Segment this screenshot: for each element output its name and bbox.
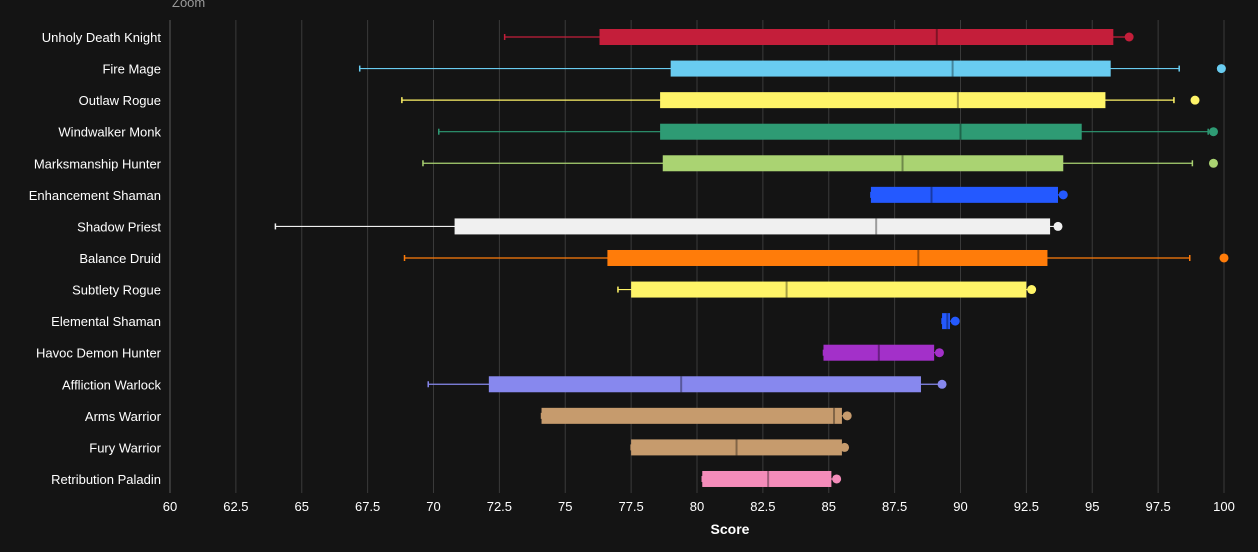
x-tick-label: 87.5 <box>882 499 907 514</box>
box-elemental-shaman <box>941 313 960 330</box>
outlier-point <box>1027 285 1037 295</box>
box-unholy-death-knight <box>503 29 1134 45</box>
outlier-point <box>1124 32 1134 42</box>
outlier-point <box>842 411 852 421</box>
category-label: Retribution Paladin <box>51 472 161 487</box>
iqr-box <box>870 186 1058 203</box>
iqr-box <box>488 376 921 393</box>
category-label: Subtlety Rogue <box>72 283 161 298</box>
outlier-point <box>937 379 947 389</box>
outlier-point <box>1216 64 1226 74</box>
x-tick-label: 97.5 <box>1145 499 1170 514</box>
box-balance-druid <box>403 249 1229 266</box>
x-tick-label: 70 <box>426 499 440 514</box>
x-axis-title: Score <box>711 521 750 537</box>
box-subtlety-rogue <box>617 281 1037 298</box>
iqr-box <box>660 123 1082 140</box>
category-label: Affliction Warlock <box>62 377 161 392</box>
box-fire-mage <box>358 60 1226 77</box>
category-label: Shadow Priest <box>77 219 161 234</box>
outlier-point <box>1190 95 1200 105</box>
category-label: Arms Warrior <box>85 409 162 424</box>
x-tick-label: 77.5 <box>618 499 643 514</box>
x-tick-label: 90 <box>953 499 967 514</box>
category-label: Fury Warrior <box>89 440 161 455</box>
outlier-point <box>950 316 960 326</box>
iqr-box <box>662 155 1064 172</box>
x-tick-label: 80 <box>690 499 704 514</box>
box-enhancement-shaman <box>870 186 1068 203</box>
box-series <box>274 29 1229 487</box>
x-tick-label: 67.5 <box>355 499 380 514</box>
x-tick-label: 60 <box>163 499 177 514</box>
x-tick-label: 65 <box>295 499 309 514</box>
outlier-point <box>934 348 944 358</box>
box-havoc-demon-hunter <box>822 344 944 361</box>
x-tick-label: 100 <box>1213 499 1235 514</box>
category-label: Elemental Shaman <box>51 314 161 329</box>
x-tick-label: 82.5 <box>750 499 775 514</box>
iqr-box <box>823 344 935 361</box>
x-tick-label: 85 <box>822 499 836 514</box>
iqr-box <box>599 29 1114 45</box>
x-tick-label: 72.5 <box>487 499 512 514</box>
outlier-point <box>1058 190 1068 200</box>
category-label: Fire Mage <box>102 62 161 77</box>
box-outlaw-rogue <box>401 92 1200 109</box>
box-shadow-priest <box>274 218 1063 235</box>
x-axis-ticks: 60 62.5 65 67.5 70 72.5 75 77.5 80 82.5 85 87.5 90 92… <box>163 499 1235 514</box>
iqr-box <box>660 92 1106 109</box>
outlier-point <box>832 474 842 484</box>
category-label: Outlaw Rogue <box>79 93 161 108</box>
iqr-box <box>702 470 832 487</box>
box-retribution-paladin <box>701 470 842 487</box>
box-marksmanship-hunter <box>422 155 1218 172</box>
box-arms-warrior <box>540 407 852 424</box>
category-label: Unholy Death Knight <box>42 30 162 45</box>
iqr-box <box>541 407 842 424</box>
box-affliction-warlock <box>427 376 947 393</box>
category-label: Marksmanship Hunter <box>34 156 162 171</box>
zoom-label[interactable]: Zoom <box>172 0 206 10</box>
outlier-point <box>1208 127 1218 137</box>
x-tick-label: 62.5 <box>223 499 248 514</box>
iqr-box <box>942 313 950 330</box>
category-labels: Unholy Death Knight Fire Mage Outlaw Rogue… <box>29 30 162 487</box>
outlier-point <box>1219 253 1229 263</box>
outlier-point <box>1208 158 1218 168</box>
iqr-box <box>631 281 1027 298</box>
x-tick-label: 75 <box>558 499 572 514</box>
iqr-box <box>607 249 1048 266</box>
x-tick-label: 92.5 <box>1014 499 1039 514</box>
iqr-box <box>631 439 842 456</box>
category-label: Balance Druid <box>79 251 161 266</box>
category-label: Windwalker Monk <box>58 125 161 140</box>
iqr-box <box>670 60 1111 77</box>
outlier-point <box>840 442 850 452</box>
category-label: Havoc Demon Hunter <box>36 346 162 361</box>
box-fury-warrior <box>630 439 850 456</box>
category-label: Enhancement Shaman <box>29 188 161 203</box>
box-windwalker-monk <box>438 123 1218 140</box>
x-tick-label: 95 <box>1085 499 1099 514</box>
iqr-box <box>454 218 1051 235</box>
outlier-point <box>1053 221 1063 231</box>
